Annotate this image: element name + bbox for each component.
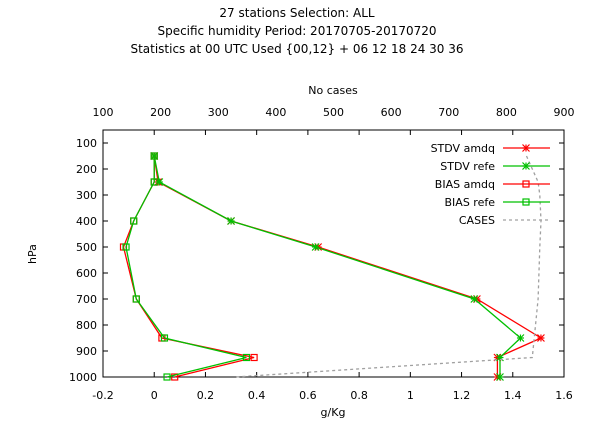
x2-tick-label: 600 xyxy=(381,106,402,119)
square-marker xyxy=(122,243,130,251)
legend-label: CASES xyxy=(459,214,495,227)
chart-title-line-1: 27 stations Selection: ALL xyxy=(219,6,375,20)
star-marker xyxy=(522,162,530,170)
x-tick-label: 0.8 xyxy=(350,389,368,402)
star-marker xyxy=(537,334,545,342)
legend-label: BIAS amdq xyxy=(435,178,495,191)
y-tick-label: 1000 xyxy=(69,371,97,384)
marker-stroke xyxy=(516,334,525,342)
x2-tick-label: 300 xyxy=(208,106,229,119)
square-marker xyxy=(242,353,251,362)
x2-tick-label: 500 xyxy=(323,106,344,119)
y-tick-label: 900 xyxy=(76,345,97,358)
x-axis-label: g/Kg xyxy=(321,406,346,419)
star-marker xyxy=(311,243,320,251)
chart-title-line-3: Statistics at 00 UTC Used {00,12} + 06 1… xyxy=(130,42,464,56)
x-tick-label: -0.2 xyxy=(92,389,113,402)
x-tick-label: 0.2 xyxy=(197,389,215,402)
x-tick-label: 0.4 xyxy=(248,389,266,402)
marker-stroke xyxy=(311,243,320,251)
legend-label: STDV refe xyxy=(440,160,495,173)
x-tick-label: 1 xyxy=(407,389,414,402)
marker-stroke xyxy=(496,353,504,362)
x2-tick-label: 700 xyxy=(438,106,459,119)
star-marker xyxy=(470,295,479,303)
y-tick-label: 300 xyxy=(76,189,97,202)
series-group xyxy=(119,152,545,381)
x-tick-label: 0 xyxy=(151,389,158,402)
plot-frame xyxy=(102,129,565,378)
marker-stroke xyxy=(470,295,479,303)
square-marker xyxy=(150,152,158,160)
y-tick-label: 200 xyxy=(76,163,97,176)
x-tick-label: 1.4 xyxy=(504,389,522,402)
legend-label: STDV amdq xyxy=(431,142,495,155)
x-tick-label: 1.2 xyxy=(453,389,471,402)
square-marker xyxy=(171,373,179,381)
axes-group: -0.2 0 0.2 0.4 0.6 0.8 1 1.2 1.4 1.6 100 200 300 400 5… xyxy=(69,106,575,402)
marker-stroke xyxy=(496,373,504,381)
y-axis-label: hPa xyxy=(26,244,39,264)
x2-tick-label: 800 xyxy=(496,106,517,119)
chart-title-line-2: Specific humidity Period: 20170705-20170… xyxy=(157,24,437,38)
y-tick-label: 500 xyxy=(76,241,97,254)
legend: STDV amdq STDV refe BIAS amdq BIAS refe CASE… xyxy=(431,142,550,227)
x2-tick-label: 100 xyxy=(93,106,114,119)
star-marker xyxy=(522,144,530,152)
x-tick-label: 1.6 xyxy=(555,389,573,402)
star-marker xyxy=(496,373,504,381)
series-line-3 xyxy=(125,156,247,378)
square-marker xyxy=(163,373,171,381)
y-tick-label: 700 xyxy=(76,293,97,306)
square-marker xyxy=(130,217,138,225)
marker-stroke xyxy=(537,334,545,342)
y-tick-label: 600 xyxy=(76,267,97,280)
square-marker xyxy=(250,353,258,362)
x2-tick-label: 900 xyxy=(554,106,575,119)
square-marker xyxy=(132,295,140,303)
marker-stroke xyxy=(227,217,235,225)
legend-label: BIAS refe xyxy=(445,196,496,209)
square-marker xyxy=(150,178,158,186)
star-marker xyxy=(227,217,235,225)
marker-stroke xyxy=(522,144,530,152)
top-axis-label: No cases xyxy=(308,84,358,97)
y-tick-label: 800 xyxy=(76,319,97,332)
star-marker xyxy=(516,334,525,342)
marker-stroke xyxy=(522,162,530,170)
series-line-4 xyxy=(235,155,542,378)
y-tick-label: 400 xyxy=(76,215,97,228)
x2-tick-label: 400 xyxy=(265,106,286,119)
square-marker xyxy=(522,198,530,206)
x-tick-label: 0.6 xyxy=(299,389,317,402)
square-marker xyxy=(160,334,169,342)
square-marker xyxy=(522,180,530,188)
x2-tick-label: 200 xyxy=(150,106,171,119)
y-tick-label: 100 xyxy=(76,137,97,150)
